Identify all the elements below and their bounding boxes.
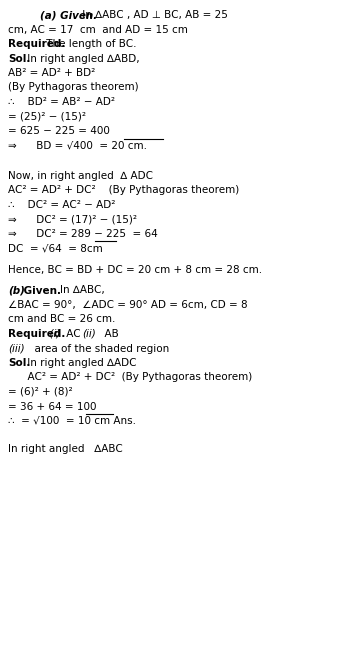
Text: In right angled ∆ABD,: In right angled ∆ABD,: [24, 54, 139, 63]
Text: AC² = AD² + DC²  (By Pythagoras theorem): AC² = AD² + DC² (By Pythagoras theorem): [8, 373, 252, 382]
Text: In ∆ABC , AD ⊥ BC, AB = 25: In ∆ABC , AD ⊥ BC, AB = 25: [79, 10, 228, 20]
Text: In ∆ABC,: In ∆ABC,: [47, 286, 105, 295]
Text: area of the shaded region: area of the shaded region: [28, 344, 169, 353]
Text: DC  = √64  = 8cm: DC = √64 = 8cm: [8, 243, 103, 253]
Text: ∠BAC = 90°,  ∠ADC = 90° AD = 6cm, CD = 8: ∠BAC = 90°, ∠ADC = 90° AD = 6cm, CD = 8: [8, 300, 248, 310]
Text: ∴    DC² = AC² − AD²: ∴ DC² = AC² − AD²: [8, 200, 115, 210]
Text: AC: AC: [63, 329, 87, 339]
Text: = (25)² − (15)²: = (25)² − (15)²: [8, 112, 86, 121]
Text: (i): (i): [43, 329, 61, 339]
Text: cm and BC = 26 cm.: cm and BC = 26 cm.: [8, 315, 115, 324]
Text: (a) Given.: (a) Given.: [40, 10, 97, 20]
Text: AC² = AD² + DC²    (By Pythagoras theorem): AC² = AD² + DC² (By Pythagoras theorem): [8, 186, 239, 195]
Text: = (6)² + (8)²: = (6)² + (8)²: [8, 387, 73, 397]
Text: Given.: Given.: [20, 286, 61, 295]
Text: ⇒      BD = √400  = 20 cm.: ⇒ BD = √400 = 20 cm.: [8, 141, 147, 150]
Text: Required.: Required.: [8, 329, 66, 339]
Text: (ii): (ii): [82, 329, 96, 339]
Text: The length of BC.: The length of BC.: [43, 39, 137, 49]
Text: (iii): (iii): [8, 344, 25, 353]
Text: Now, in right angled  ∆ ADC: Now, in right angled ∆ ADC: [8, 171, 153, 181]
Text: In right angled   ∆ABC: In right angled ∆ABC: [8, 444, 123, 453]
Text: (By Pythagoras theorem): (By Pythagoras theorem): [8, 83, 139, 92]
Text: In right angled ∆ADC: In right angled ∆ADC: [24, 358, 136, 368]
Text: Hence, BC = BD + DC = 20 cm + 8 cm = 28 cm.: Hence, BC = BD + DC = 20 cm + 8 cm = 28 …: [8, 265, 262, 275]
Text: = 625 − 225 = 400: = 625 − 225 = 400: [8, 126, 110, 136]
Text: Required.: Required.: [8, 39, 66, 49]
Text: = 36 + 64 = 100: = 36 + 64 = 100: [8, 401, 97, 412]
Text: ⇒      DC² = (17)² − (15)²: ⇒ DC² = (17)² − (15)²: [8, 214, 137, 224]
Text: ⇒      DC² = 289 − 225  = 64: ⇒ DC² = 289 − 225 = 64: [8, 229, 158, 239]
Text: (b): (b): [8, 286, 25, 295]
Text: ∴    BD² = AB² − AD²: ∴ BD² = AB² − AD²: [8, 97, 115, 107]
Text: AB: AB: [98, 329, 118, 339]
Text: Sol.: Sol.: [8, 54, 30, 63]
Text: AB² = AD² + BD²: AB² = AD² + BD²: [8, 68, 95, 78]
Text: cm, AC = 17  cm  and AD = 15 cm: cm, AC = 17 cm and AD = 15 cm: [8, 25, 188, 34]
Text: Sol.: Sol.: [8, 358, 30, 368]
Text: ∴  = √100  = 10 cm Ans.: ∴ = √100 = 10 cm Ans.: [8, 416, 136, 426]
